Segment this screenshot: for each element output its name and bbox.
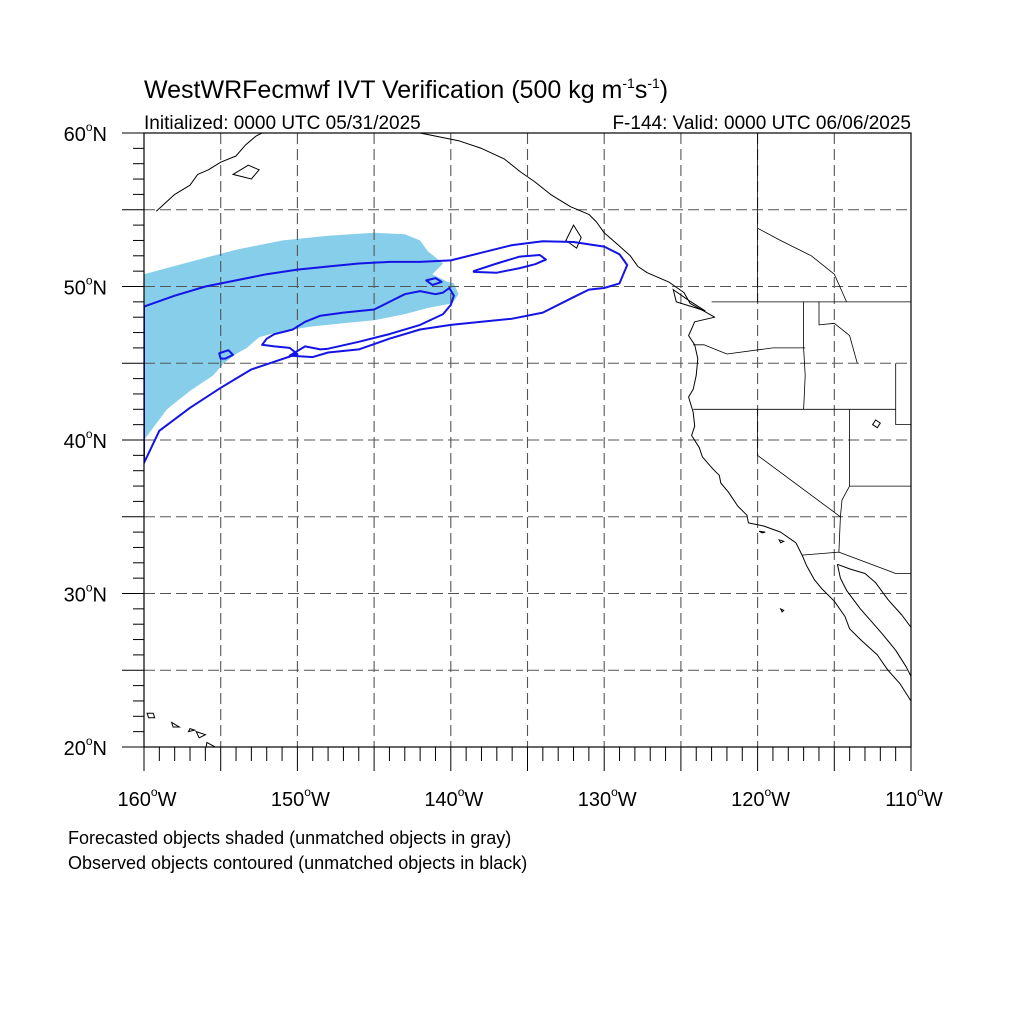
baja-gulf-coastline xyxy=(836,564,911,677)
observed-object-contour xyxy=(472,254,547,274)
coastlines-and-borders xyxy=(146,133,911,747)
forecast-objects xyxy=(144,232,459,440)
lon-label: 140oW xyxy=(424,785,483,811)
alaska-coastline xyxy=(155,133,263,212)
axis-labels: 60oN 50oN 40oN 30oN 20oN 160oW 150oW 140oW 130oW… xyxy=(64,120,943,811)
island-outline xyxy=(146,712,156,719)
observed-object-contour xyxy=(144,240,629,464)
map-plot-area: 60oN 50oN 40oN 30oN 20oN 160oW 150oW 140oW 130oW… xyxy=(64,120,943,811)
state-border xyxy=(895,363,911,426)
island-outline xyxy=(170,721,182,728)
island-outline xyxy=(187,727,197,733)
west-coast-coastline xyxy=(420,133,911,702)
island-outline xyxy=(195,730,207,739)
lat-label: 40oN xyxy=(64,427,107,453)
lat-label: 60oN xyxy=(64,120,107,146)
island-outline xyxy=(565,224,582,249)
state-border xyxy=(840,409,850,517)
lat-lon-grid xyxy=(144,133,911,747)
axis-ticks xyxy=(122,132,912,771)
lon-label: 120oW xyxy=(731,785,790,811)
lon-label: 110oW xyxy=(885,785,943,811)
state-border xyxy=(757,409,841,553)
state-border xyxy=(802,551,911,574)
init-time-label: Initialized: 0000 UTC 05/31/2025 xyxy=(144,113,421,134)
figure-title: WestWRFecmwf IVT Verification (500 kg m-… xyxy=(144,75,668,104)
lon-label: 130oW xyxy=(578,785,637,811)
state-border xyxy=(818,301,858,364)
island-outline xyxy=(672,288,706,312)
observed-objects xyxy=(144,240,629,464)
observed-object-contour xyxy=(425,277,443,286)
footnote-observed: Observed objects contoured (unmatched ob… xyxy=(68,853,528,873)
lat-label: 30oN xyxy=(64,581,107,607)
island-outline xyxy=(779,607,785,613)
island-outline xyxy=(778,538,786,544)
lon-label: 160oW xyxy=(118,785,177,811)
island-outline xyxy=(871,419,881,429)
forecast-object-shaded xyxy=(144,232,459,440)
valid-time-label: F-144: Valid: 0000 UTC 06/06/2025 xyxy=(612,113,911,134)
footnote-forecast: Forecasted objects shaded (unmatched obj… xyxy=(68,828,512,848)
lon-label: 150oW xyxy=(271,785,330,811)
sonora-coastline xyxy=(837,563,911,628)
island-outline xyxy=(205,741,217,747)
island-outline xyxy=(758,530,766,534)
lat-label: 50oN xyxy=(64,274,107,300)
state-border xyxy=(693,344,806,355)
province-border xyxy=(757,227,847,303)
state-border xyxy=(803,301,806,410)
lat-label: 20oN xyxy=(64,734,107,760)
island-outline xyxy=(231,164,260,180)
observed-object-contour xyxy=(218,349,234,360)
